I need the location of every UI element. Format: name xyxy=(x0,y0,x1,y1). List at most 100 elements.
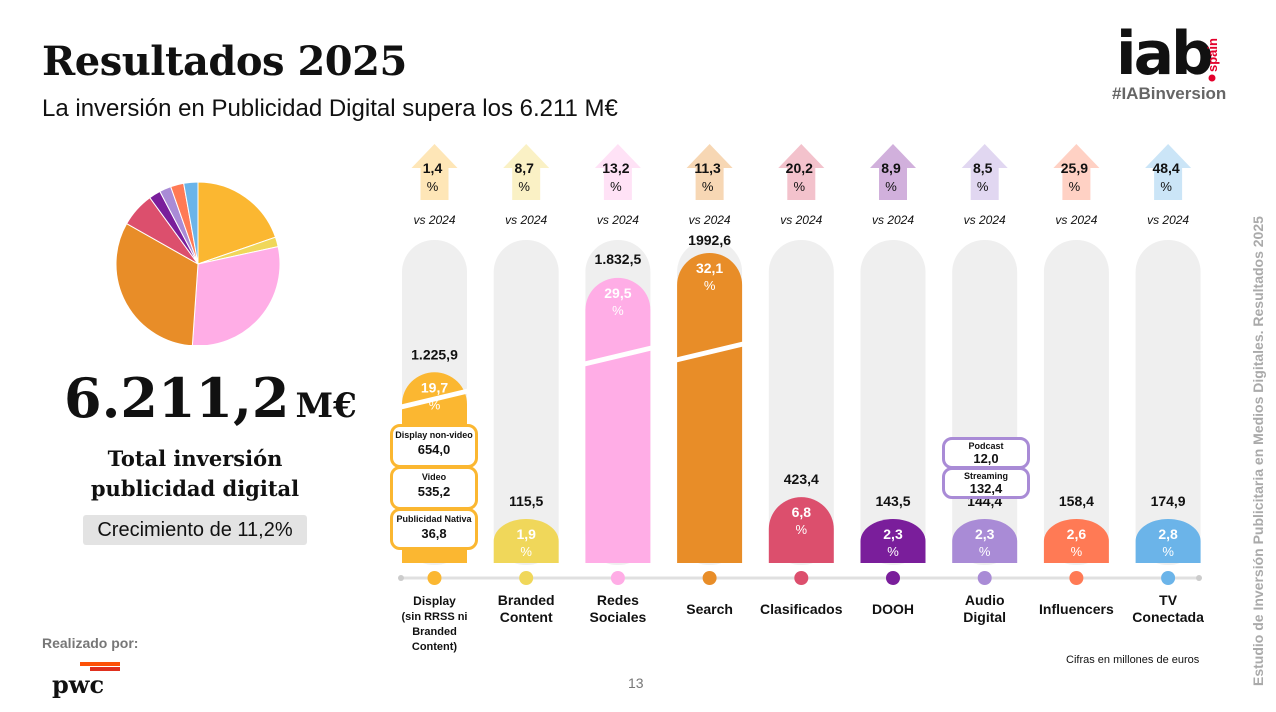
share-label: 2,6 xyxy=(1067,526,1087,542)
growth-label: 8,5 xyxy=(973,160,993,176)
bar-break-mark xyxy=(675,341,744,363)
svg-text:spain: spain xyxy=(1205,38,1220,72)
category-label: TV xyxy=(1159,592,1178,608)
category-dot xyxy=(702,571,717,585)
vs-label: vs 2024 xyxy=(780,213,822,227)
bar-track xyxy=(860,240,926,565)
vs-label: vs 2024 xyxy=(964,213,1006,227)
share-label: 19,7 xyxy=(421,379,448,395)
bar xyxy=(493,519,559,563)
study-sidebar-text: Estudio de Inversión Publicitaria en Med… xyxy=(1250,216,1266,686)
audio-breakdown-item: Podcast 12,0 xyxy=(942,437,1030,469)
bar-track xyxy=(768,240,834,565)
bar-track xyxy=(1135,240,1201,565)
growth-percent: % xyxy=(518,179,530,194)
category-label: Content xyxy=(500,609,553,625)
pwc-logo-mark xyxy=(80,662,120,671)
vs-label: vs 2024 xyxy=(689,213,731,227)
growth-arrow xyxy=(870,144,916,200)
vs-label: vs 2024 xyxy=(505,213,547,227)
bar xyxy=(585,277,651,563)
bar-break-mark xyxy=(583,345,652,367)
pwc-logo: pwc xyxy=(52,660,122,700)
share-label: 2,3 xyxy=(883,526,903,542)
category-label: Branded xyxy=(498,592,555,608)
growth-arrow xyxy=(594,144,641,200)
category-label: Influencers xyxy=(1039,601,1114,617)
growth-percent: % xyxy=(794,179,806,194)
share-label: 2,8 xyxy=(1158,526,1178,542)
growth-arrow xyxy=(1145,144,1192,200)
share-percent: % xyxy=(1162,544,1174,559)
logo-country-mark: spain xyxy=(1205,38,1220,82)
category-label: Clasificados xyxy=(760,601,843,617)
vs-label: vs 2024 xyxy=(413,213,455,227)
vs-label: vs 2024 xyxy=(1147,213,1189,227)
bar xyxy=(1043,519,1109,563)
category-label: Digital xyxy=(963,609,1006,625)
bar xyxy=(860,519,926,563)
category-dot xyxy=(1069,571,1084,585)
growth-percent: % xyxy=(702,179,714,194)
category-label: DOOH xyxy=(872,601,914,617)
value-label: 143,5 xyxy=(875,493,910,509)
made-by-label: Realizado por: xyxy=(42,635,139,651)
growth-percent: % xyxy=(977,179,989,194)
pie-slice xyxy=(183,181,199,265)
bar-track xyxy=(952,240,1018,565)
share-label: 32,1 xyxy=(696,260,723,276)
category-dot xyxy=(794,571,809,585)
category-label: Search xyxy=(686,601,733,617)
growth-percent: % xyxy=(1160,179,1172,194)
category-dot xyxy=(886,571,900,585)
logo-hashtag: #IABinversion xyxy=(1112,84,1227,103)
bar xyxy=(1135,519,1201,563)
growth-arrow xyxy=(686,144,733,200)
growth-label: 8,7 xyxy=(514,160,534,176)
category-label: Conectada xyxy=(1132,609,1204,625)
growth-arrow xyxy=(411,144,458,200)
vs-label: vs 2024 xyxy=(597,213,639,227)
total-investment-label: Total inversión publicidad digital xyxy=(90,446,300,501)
category-label: Content) xyxy=(412,641,458,653)
share-percent: % xyxy=(796,522,808,537)
growth-label: 20,2 xyxy=(786,160,813,176)
category-label: Display xyxy=(413,594,456,608)
bar xyxy=(952,519,1018,563)
share-label: 29,5 xyxy=(604,285,631,301)
growth-label: 13,2 xyxy=(602,160,629,176)
bar xyxy=(677,253,743,563)
share-percent: % xyxy=(704,278,716,293)
category-label: (sin RRSS ni xyxy=(401,611,467,623)
category-label: Audio xyxy=(965,592,1005,608)
vs-label: vs 2024 xyxy=(1055,213,1097,227)
share-percent: % xyxy=(429,397,441,412)
display-breakdown-item: Publicidad Nativa 36,8 xyxy=(390,508,478,550)
pie-chart xyxy=(115,181,281,345)
growth-percent: % xyxy=(427,179,439,194)
growth-percent: % xyxy=(1069,179,1081,194)
growth-arrow xyxy=(1053,144,1100,200)
growth-arrow xyxy=(778,144,825,200)
category-label: Redes xyxy=(597,592,639,608)
units-note: Cifras en millones de euros xyxy=(1066,654,1200,666)
page-subtitle: La inversión en Publicidad Digital super… xyxy=(42,95,618,122)
value-label: 1.225,9 xyxy=(411,346,458,362)
value-label: 1.832,5 xyxy=(595,251,642,267)
value-label: 1992,6 xyxy=(688,232,731,248)
iab-spain-logo: iab spain #IABinversion xyxy=(1112,18,1242,108)
bar-track xyxy=(1043,240,1109,565)
bar-track xyxy=(493,240,559,565)
share-percent: % xyxy=(887,544,899,559)
total-investment-value: 6.211,2 M€ xyxy=(64,366,357,430)
growth-label: 8,9 xyxy=(881,160,901,176)
growth-percent: % xyxy=(885,179,897,194)
category-dot xyxy=(610,571,625,585)
audio-breakdown-item: Streaming 132,4 xyxy=(942,467,1030,499)
growth-label: 11,3 xyxy=(694,160,721,176)
bar-chart: 19,7% 1.225,9 1,4% vs 2024 Display (sin RRSS … xyxy=(398,144,1204,653)
display-breakdown-item: Display non-video 654,0 xyxy=(390,424,478,468)
display-breakdown-item: Video 535,2 xyxy=(390,466,478,510)
value-label: 158,4 xyxy=(1059,493,1094,509)
pie-slice xyxy=(115,222,199,345)
